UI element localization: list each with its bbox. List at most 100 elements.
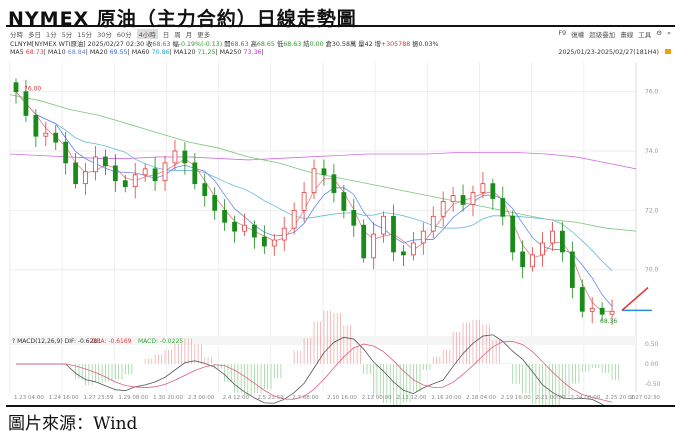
candle bbox=[589, 307, 595, 312]
candle bbox=[579, 287, 585, 312]
candle bbox=[261, 236, 267, 247]
candle bbox=[222, 209, 228, 223]
candle bbox=[410, 242, 416, 256]
macd-label: ? MACD(12,26,9) DIF: -0.6281 bbox=[12, 338, 101, 345]
ma-value: 69.55 bbox=[109, 49, 128, 56]
top-divider bbox=[6, 25, 675, 27]
ma-value: 71.25 bbox=[197, 49, 216, 56]
candle bbox=[331, 174, 337, 193]
candle bbox=[550, 230, 555, 244]
candle bbox=[609, 310, 615, 315]
period-2[interactable]: 1分 bbox=[46, 31, 57, 39]
vol-label: 量 bbox=[358, 41, 365, 48]
candle bbox=[291, 209, 297, 229]
tool-5[interactable]: ⚙ bbox=[656, 29, 663, 37]
candle bbox=[460, 195, 466, 205]
candle bbox=[401, 251, 406, 256]
candle bbox=[381, 215, 386, 235]
high-label: 高 bbox=[250, 41, 257, 48]
chart-tools: F9 復權 超級疊加 畫線 工具 ⚙ » bbox=[558, 29, 671, 39]
period-11[interactable]: 更多 bbox=[197, 31, 211, 39]
ma-label: MA60 bbox=[131, 49, 150, 56]
lock-icon[interactable] bbox=[665, 49, 671, 54]
ma-item: MA5 68.73| bbox=[10, 49, 48, 56]
candle bbox=[23, 91, 29, 116]
period-10[interactable]: 月 bbox=[185, 31, 193, 39]
symbol: CLNYM[NYMEX WTI原油] bbox=[10, 41, 86, 48]
candle bbox=[420, 230, 426, 244]
candle bbox=[202, 183, 208, 196]
candle bbox=[311, 168, 317, 193]
candle bbox=[440, 201, 446, 217]
period-3[interactable]: 5分 bbox=[61, 31, 73, 39]
candle bbox=[142, 168, 148, 176]
candle bbox=[301, 192, 307, 211]
ma-value: 73.36 bbox=[243, 49, 262, 56]
candle bbox=[510, 215, 516, 253]
open-label: 開 bbox=[224, 41, 231, 48]
oi-label: 倉 bbox=[325, 41, 332, 48]
candle bbox=[232, 221, 237, 232]
high: 68.65 bbox=[256, 41, 275, 48]
period-0[interactable]: 分時 bbox=[10, 31, 23, 39]
tool-3[interactable]: 畫線 bbox=[620, 31, 634, 39]
x-tick: 2.24 08:00 bbox=[570, 395, 600, 401]
ma-label: MA20 bbox=[89, 49, 108, 56]
low: 68.63 bbox=[283, 41, 302, 48]
ma5-line bbox=[15, 91, 613, 312]
tool-6[interactable]: » bbox=[667, 29, 671, 37]
candle bbox=[242, 224, 247, 232]
candle bbox=[63, 141, 69, 164]
candle bbox=[341, 192, 347, 211]
oi-change: +305788 bbox=[380, 41, 411, 48]
period-4[interactable]: 15分 bbox=[77, 31, 93, 39]
tool-2[interactable]: 超級疊加 bbox=[589, 31, 616, 39]
change-label: 幅 bbox=[172, 41, 179, 48]
candle bbox=[371, 233, 377, 259]
x-tick: 1.30 20:00 bbox=[153, 395, 183, 401]
change: -0.19%(-0.13) bbox=[178, 41, 223, 48]
period-8[interactable]: 日 bbox=[162, 31, 170, 39]
x-tick: 2.16 20:00 bbox=[431, 395, 461, 401]
amp-label: 振 bbox=[412, 41, 419, 48]
settle: 0.00 bbox=[309, 41, 324, 48]
macd-tick: 0.00 bbox=[645, 361, 659, 368]
period-5[interactable]: 30分 bbox=[97, 31, 112, 39]
x-tick: 2.5 23:59 bbox=[257, 395, 284, 401]
tool-1[interactable]: 復權 bbox=[571, 31, 585, 39]
tool-4[interactable]: 工具 bbox=[638, 31, 652, 39]
candle bbox=[559, 230, 565, 253]
macd-header bbox=[10, 336, 636, 345]
candle bbox=[490, 183, 496, 199]
bottom-divider bbox=[6, 405, 675, 407]
candle bbox=[361, 224, 367, 259]
ma250-line bbox=[9, 152, 637, 170]
period-9[interactable]: 周 bbox=[174, 31, 181, 39]
period-7[interactable]: 4小時 bbox=[136, 29, 158, 39]
date-range: 2025/01/23-2025/02/27(181H4) bbox=[558, 49, 659, 56]
x-tick: 2.3 00:00 bbox=[188, 395, 215, 401]
macd-value-label: MACD: -0.0225 bbox=[138, 338, 183, 345]
candle bbox=[73, 162, 79, 185]
close: 68.63 bbox=[152, 41, 171, 48]
ma-value: 68.84 bbox=[67, 49, 86, 56]
x-tick: 1.24 16:00 bbox=[49, 395, 79, 401]
candle bbox=[122, 180, 128, 188]
tool-0[interactable]: F9 bbox=[558, 29, 567, 37]
period-1[interactable]: 多日 bbox=[28, 31, 41, 39]
candle bbox=[93, 156, 98, 173]
ma-value: 68.73 bbox=[25, 49, 44, 56]
price-chart[interactable]: 76.0 74.0 72.0 70.0 76.00 68.36 ? MACD(12,26,9… bbox=[0, 0, 681, 405]
candle bbox=[152, 168, 158, 182]
candle bbox=[53, 132, 59, 143]
x-tick: 1.23 04:00 bbox=[14, 395, 44, 401]
page-title: NYMEX 原油（主力合約）日線走勢圖 bbox=[8, 8, 357, 30]
candle bbox=[103, 156, 108, 167]
forecast-arrow-icon bbox=[621, 286, 649, 311]
dif-line bbox=[16, 334, 605, 405]
volume: 42 bbox=[364, 41, 373, 48]
x-tick: 2.27 02:30 bbox=[630, 395, 660, 401]
macd-tick: 0.50 bbox=[645, 341, 659, 348]
candle bbox=[321, 168, 327, 176]
period-6[interactable]: 60分 bbox=[116, 31, 132, 39]
